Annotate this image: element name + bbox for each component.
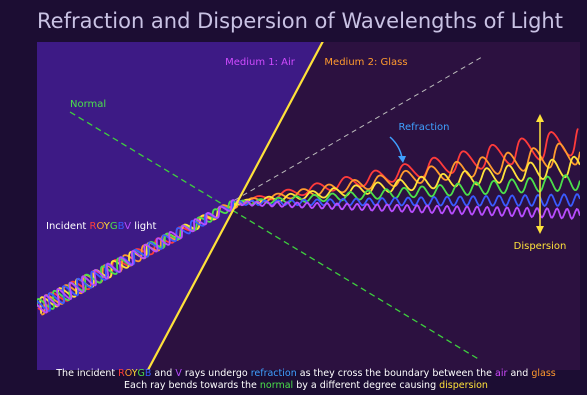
panel [34, 28, 580, 385]
title: Refraction and Dispersion of Wavelengths… [37, 9, 563, 33]
text-segment: normal [260, 380, 293, 391]
text-segment: by a different degree causing [293, 380, 439, 391]
text-segment: The incident [55, 368, 118, 379]
text-segment: and [151, 368, 175, 379]
medium1-label: Medium 1: Air [225, 57, 296, 68]
text-segment: light [131, 221, 156, 232]
caption-line: Each ray bends towards the normal by a d… [124, 380, 488, 391]
caption-line: The incident ROYGB and V rays undergo re… [55, 368, 556, 379]
text-segment: refraction [251, 368, 297, 379]
text-segment: rays undergo [182, 368, 251, 379]
text-segment: Each ray bends towards the [124, 380, 260, 391]
text-segment: R [90, 221, 97, 232]
text-segment: G [110, 221, 118, 232]
text-segment: air [495, 368, 507, 379]
text-segment: O [125, 368, 132, 379]
incident-label: Incident ROYGBV light [46, 221, 156, 232]
text-segment: dispersion [439, 380, 488, 391]
normal-label: Normal [70, 99, 106, 110]
text-segment: and [507, 368, 531, 379]
text-segment: glass [531, 368, 555, 379]
text-segment: as they cross the boundary between the [297, 368, 495, 379]
text-segment: Incident [46, 221, 90, 232]
refraction-label: Refraction [398, 122, 449, 133]
text-segment: G [138, 368, 145, 379]
diagram: Refraction and Dispersion of Wavelengths… [0, 0, 587, 395]
dispersion-label: Dispersion [514, 241, 567, 252]
medium2-label: Medium 2: Glass [324, 57, 407, 68]
